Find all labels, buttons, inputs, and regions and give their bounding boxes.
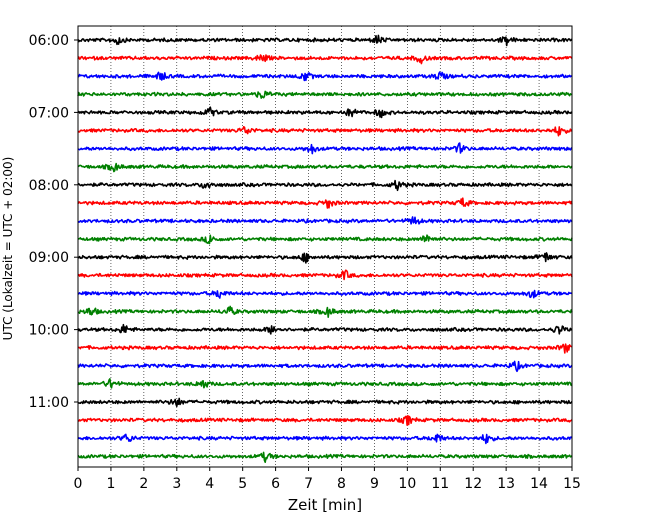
y-tick-label: 06:00 [29, 33, 69, 49]
seismogram-trace [77, 323, 573, 335]
x-tick-label: 8 [337, 476, 346, 492]
y-axis: 06:00 07:00 08:00 09:00 10:00 11:00 [29, 33, 78, 411]
y-tick-label: 09:00 [29, 250, 69, 266]
x-tick-label: 14 [530, 476, 548, 492]
x-tick-label: 0 [74, 476, 83, 492]
x-tick-label: 11 [431, 476, 449, 492]
x-axis-label: Zeit [min] [288, 496, 362, 514]
seismogram-trace [77, 378, 573, 389]
y-axis-label: UTC (Lokalzeit = UTC + 02:00) [1, 157, 15, 341]
x-tick-label: 12 [464, 476, 482, 492]
seismogram-trace [77, 451, 573, 463]
seismogram-trace [77, 433, 573, 445]
y-tick-label: 10:00 [29, 323, 69, 339]
seismogram-trace [77, 179, 573, 192]
x-tick-label: 1 [106, 476, 115, 492]
seismogram-trace [78, 414, 573, 426]
seismogram-trace [77, 90, 572, 99]
x-tick-label: 15 [563, 476, 581, 492]
x-tick-label: 7 [304, 476, 313, 492]
y-tick-label: 11:00 [29, 395, 69, 411]
seismogram-trace [78, 305, 573, 318]
seismogram-trace [78, 289, 573, 299]
x-tick-label: 13 [497, 476, 515, 492]
seismogram-trace [77, 126, 573, 137]
seismogram-trace [77, 234, 573, 245]
y-tick-label: 08:00 [29, 178, 69, 194]
seismogram-trace [77, 54, 573, 65]
seismogram-trace [77, 252, 573, 264]
seismogram-trace [77, 197, 573, 209]
seismogram-trace [77, 343, 573, 354]
seismogram-trace [77, 71, 572, 82]
x-axis: 0 1 2 3 4 5 6 7 8 9 10 11 12 13 14 15 [74, 467, 581, 492]
plot-frame [77, 25, 573, 468]
seismogram-trace [77, 360, 573, 373]
seismogram-trace [77, 34, 573, 47]
x-tick-label: 10 [398, 476, 416, 492]
x-tick-label: 2 [139, 476, 148, 492]
x-tick-label: 9 [370, 476, 379, 492]
seismogram-trace [77, 397, 573, 408]
seismogram-trace [78, 142, 573, 155]
seismogram-trace [78, 106, 573, 119]
x-tick-label: 4 [205, 476, 214, 492]
seismogram-trace [77, 216, 573, 225]
x-tick-label: 3 [172, 476, 181, 492]
y-tick-label: 07:00 [29, 105, 69, 121]
seismogram-trace [77, 269, 573, 281]
seismogram-trace [77, 162, 573, 173]
x-tick-label: 5 [238, 476, 247, 492]
x-tick-label: 6 [271, 476, 280, 492]
seismogram-traces [77, 34, 573, 463]
